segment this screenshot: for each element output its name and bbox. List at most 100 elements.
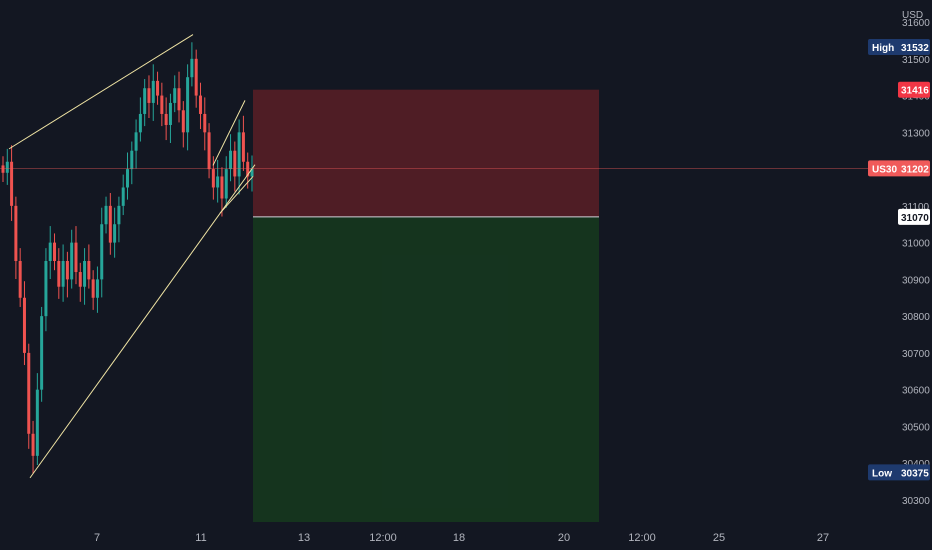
candle-body bbox=[134, 132, 138, 151]
candle-body bbox=[14, 205, 18, 261]
stop-badge bbox=[898, 81, 930, 98]
entry-badge bbox=[898, 208, 930, 225]
candle-body bbox=[229, 150, 233, 170]
y-tick-label: 30700 bbox=[902, 349, 930, 360]
candle-body bbox=[181, 110, 185, 133]
candle-body bbox=[121, 187, 125, 206]
candle-body bbox=[250, 168, 254, 177]
candle-body bbox=[95, 279, 99, 298]
low-badge-label: Low bbox=[872, 468, 892, 479]
candle-body bbox=[57, 261, 61, 287]
candle-body bbox=[130, 150, 134, 170]
candle-body bbox=[104, 205, 108, 225]
candle-body bbox=[5, 161, 9, 173]
candle-body bbox=[10, 161, 14, 206]
candle-body bbox=[78, 272, 82, 287]
candle-body bbox=[151, 80, 155, 103]
candle-body bbox=[138, 113, 142, 133]
candle-body bbox=[164, 113, 168, 125]
candle-body bbox=[74, 242, 78, 273]
candle-body bbox=[233, 150, 237, 177]
y-tick-label: 30300 bbox=[902, 496, 930, 507]
candle-body bbox=[168, 102, 172, 125]
candle-body bbox=[246, 161, 250, 177]
candle-body bbox=[160, 95, 164, 114]
x-tick-label: 12:00 bbox=[369, 532, 397, 544]
candle-body bbox=[27, 352, 31, 434]
high-badge-label: High bbox=[872, 43, 894, 54]
x-tick-label: 18 bbox=[453, 532, 465, 544]
stop-loss-zone bbox=[253, 89, 599, 217]
stop-badge-value: 31416 bbox=[901, 86, 929, 97]
y-tick-label: 31300 bbox=[902, 128, 930, 139]
candle-body bbox=[190, 58, 194, 78]
y-tick-label: 31600 bbox=[902, 18, 930, 29]
candle-body bbox=[44, 261, 48, 317]
y-tick-label: 31500 bbox=[902, 55, 930, 66]
candle-body bbox=[211, 169, 215, 188]
lower-trendline bbox=[29, 164, 256, 479]
candle-body bbox=[173, 88, 177, 103]
take-profit-zone bbox=[253, 216, 599, 522]
y-tick-label: 31100 bbox=[902, 202, 930, 213]
y-tick-label: 30900 bbox=[902, 275, 930, 286]
candle-body bbox=[100, 224, 104, 280]
candle-body bbox=[186, 77, 190, 133]
candle-body bbox=[61, 261, 65, 287]
candle-body bbox=[143, 88, 147, 114]
candle-body bbox=[177, 88, 181, 111]
candle-body bbox=[108, 205, 112, 243]
upper-trendline bbox=[8, 34, 194, 150]
candle-body bbox=[203, 113, 207, 133]
y-tick-label: 31000 bbox=[902, 239, 930, 250]
x-tick-label: 13 bbox=[298, 532, 310, 544]
candle-body bbox=[147, 88, 151, 103]
flag-lower-line bbox=[219, 176, 254, 214]
x-tick-label: 7 bbox=[94, 532, 100, 544]
x-tick-label: 27 bbox=[817, 532, 829, 544]
candle-body bbox=[40, 316, 44, 390]
y-tick-label: 30600 bbox=[902, 386, 930, 397]
candle-body bbox=[237, 132, 241, 177]
candle-body bbox=[48, 242, 52, 261]
candle-body bbox=[241, 132, 245, 162]
high-badge bbox=[868, 39, 930, 56]
low-badge bbox=[868, 464, 930, 481]
candle-body bbox=[87, 261, 91, 280]
candle-body bbox=[65, 261, 69, 280]
candle-body bbox=[18, 261, 22, 298]
low-badge-value: 30375 bbox=[901, 468, 929, 479]
flag-upper-line bbox=[212, 100, 246, 166]
x-tick-label: 11 bbox=[195, 532, 206, 544]
y-tick-label: 30500 bbox=[902, 422, 930, 433]
position-zones bbox=[253, 89, 599, 522]
current-badge bbox=[868, 160, 930, 177]
x-axis: 7 11 13 12:00 18 20 12:00 25 27 bbox=[94, 532, 829, 544]
candle-body bbox=[117, 205, 121, 225]
entry-badge-value: 31070 bbox=[901, 213, 929, 224]
candle-body bbox=[91, 279, 95, 298]
y-tick-label: 30800 bbox=[902, 312, 930, 323]
current-badge-label: US30 bbox=[872, 164, 897, 175]
candle-body bbox=[194, 58, 198, 96]
current-badge-value: 31202 bbox=[901, 164, 929, 175]
candle-body bbox=[207, 132, 211, 170]
x-tick-label: 12:00 bbox=[628, 532, 656, 544]
candle-body bbox=[83, 261, 87, 287]
candle-body bbox=[126, 169, 129, 188]
candle-body bbox=[1, 165, 5, 173]
drawings bbox=[0, 34, 868, 479]
candle-body bbox=[224, 169, 228, 199]
high-badge-value: 31532 bbox=[901, 43, 929, 54]
candle-body bbox=[113, 224, 117, 243]
currency-label: USD bbox=[902, 10, 923, 21]
x-tick-label: 20 bbox=[558, 532, 570, 544]
candle-body bbox=[198, 95, 202, 114]
candle-body bbox=[156, 80, 160, 96]
price-badges: High 31532 31416 US30 31202 31070 Low 30375 bbox=[868, 39, 930, 481]
candle-body bbox=[22, 297, 26, 353]
candle-body bbox=[220, 176, 224, 199]
candles bbox=[1, 42, 254, 474]
